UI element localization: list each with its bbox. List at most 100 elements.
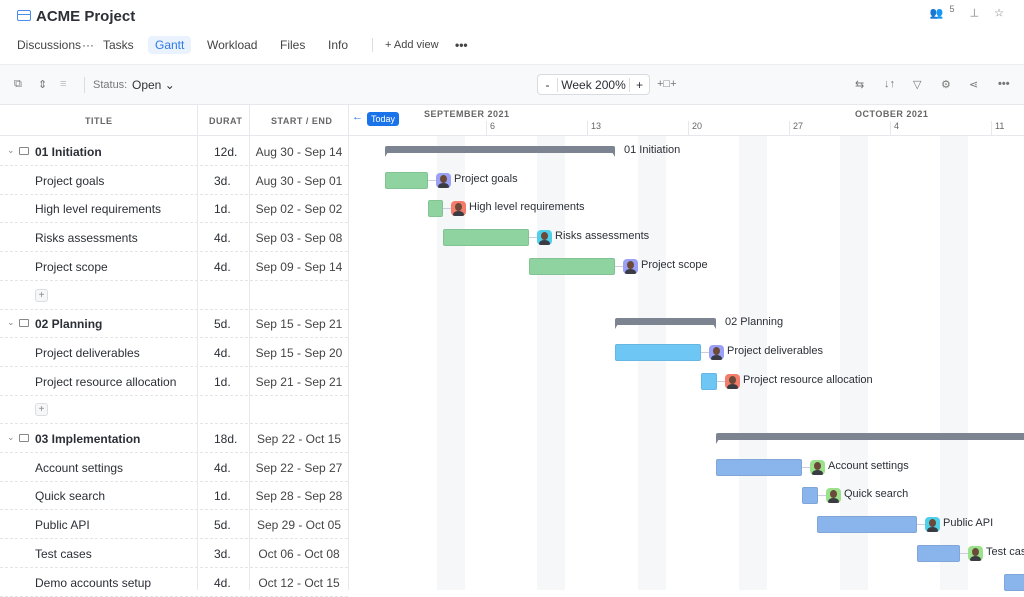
row-title[interactable]: Project deliverables bbox=[35, 345, 140, 360]
column-start-end[interactable]: START / END bbox=[271, 116, 333, 126]
table-row[interactable]: Risks assessments 4d. Sep 03 - Sep 08 bbox=[0, 223, 348, 253]
connector-line bbox=[917, 524, 925, 526]
row-duration: 3d. bbox=[214, 546, 231, 561]
day-tick: 13 bbox=[587, 121, 601, 136]
row-title[interactable]: Test cases bbox=[35, 546, 92, 561]
row-title[interactable]: 02 Planning bbox=[35, 317, 103, 332]
chevron-down-icon[interactable]: ⌄ bbox=[7, 317, 15, 328]
row-dates: Sep 22 - Oct 15 bbox=[256, 432, 342, 446]
task-bar[interactable] bbox=[529, 257, 615, 275]
tab-tasks[interactable]: Tasks bbox=[103, 38, 134, 52]
expand-icon[interactable]: ⧉ bbox=[14, 78, 22, 90]
more-menu-button[interactable]: ••• bbox=[455, 38, 468, 52]
weekend-stripe bbox=[940, 136, 968, 590]
today-button[interactable]: Today bbox=[367, 112, 400, 126]
tab-files[interactable]: Files bbox=[280, 38, 306, 52]
task-bar[interactable] bbox=[802, 487, 818, 505]
task-bar[interactable] bbox=[615, 343, 701, 361]
row-title[interactable]: High level requirements bbox=[35, 202, 162, 217]
row-title[interactable]: Project scope bbox=[35, 259, 108, 274]
zoom-in-button[interactable]: + bbox=[629, 77, 649, 92]
pin-icon[interactable]: ⊥ bbox=[969, 7, 986, 20]
add-row[interactable]: + bbox=[0, 395, 348, 425]
summary-bar[interactable] bbox=[716, 433, 1024, 444]
task-bar[interactable] bbox=[917, 544, 960, 562]
folder-icon bbox=[19, 434, 29, 442]
add-task-button[interactable]: + bbox=[35, 288, 48, 302]
table-row[interactable]: Public API 5d. Sep 29 - Oct 05 bbox=[0, 510, 348, 540]
sort-icon[interactable]: ↓↑ bbox=[884, 78, 895, 90]
group-row[interactable]: ⌄ 01 Initiation 12d. Aug 30 - Sep 14 bbox=[0, 137, 348, 166]
table-row[interactable]: Project deliverables 4d. Sep 15 - Sep 20 bbox=[0, 338, 348, 367]
tab-discussions[interactable]: Discussions bbox=[17, 38, 82, 52]
task-label: Project deliverables bbox=[727, 344, 823, 357]
table-row[interactable]: Test cases 3d. Oct 06 - Oct 08 bbox=[0, 539, 348, 568]
task-bar[interactable] bbox=[716, 458, 802, 476]
folder-icon bbox=[19, 147, 29, 155]
column-duration[interactable]: DURAT bbox=[209, 116, 243, 126]
row-title[interactable]: Risks assessments bbox=[35, 231, 138, 246]
chevron-down-icon[interactable]: ⌄ bbox=[7, 432, 15, 442]
table-row[interactable]: Project scope 4d. Sep 09 - Sep 14 bbox=[0, 252, 348, 281]
task-bar[interactable] bbox=[817, 516, 917, 534]
row-title[interactable]: Quick search bbox=[35, 489, 106, 504]
tab-gantt[interactable]: Gantt bbox=[148, 36, 192, 54]
zoom-level[interactable]: Week 200% bbox=[561, 77, 626, 92]
row-dates: Oct 12 - Oct 15 bbox=[258, 575, 340, 590]
share-icon[interactable]: ⋖ bbox=[969, 79, 979, 91]
row-title[interactable]: Demo accounts setup bbox=[35, 575, 152, 590]
gear-icon[interactable]: ⚙ bbox=[941, 79, 951, 91]
row-duration: 1d. bbox=[214, 374, 231, 389]
filter-icon[interactable]: ▽ bbox=[913, 79, 922, 91]
add-view-button[interactable]: + Add view bbox=[385, 39, 439, 51]
arrow-left-icon[interactable]: ← bbox=[352, 111, 363, 123]
discussions-more-icon[interactable]: ··· bbox=[82, 38, 94, 52]
chevron-down-icon[interactable]: ⌄ bbox=[7, 145, 15, 155]
column-title[interactable]: TITLE bbox=[85, 116, 113, 126]
more-options-icon[interactable]: ••• bbox=[998, 78, 1010, 90]
row-title[interactable]: Account settings bbox=[35, 460, 124, 475]
collapse-rows-icon[interactable]: ⇕ bbox=[38, 79, 48, 91]
task-bar[interactable] bbox=[385, 171, 428, 189]
summary-bar[interactable] bbox=[615, 318, 716, 330]
task-bar[interactable] bbox=[428, 200, 443, 218]
group-row[interactable]: ⌄ 02 Planning 5d. Sep 15 - Sep 21 bbox=[0, 309, 348, 339]
avatar bbox=[451, 201, 466, 217]
zoom-out-button[interactable]: - bbox=[538, 77, 558, 92]
table-row[interactable]: Project goals 3d. Aug 30 - Sep 01 bbox=[0, 166, 348, 195]
task-bar[interactable] bbox=[1004, 573, 1024, 591]
tab-workload[interactable]: Workload bbox=[207, 38, 258, 52]
weekend-stripe bbox=[840, 136, 868, 590]
task-bar[interactable] bbox=[701, 372, 717, 390]
fit-icon[interactable]: +□+ bbox=[657, 78, 677, 90]
members-icon[interactable]: 👥 bbox=[929, 7, 950, 20]
row-title[interactable]: 01 Initiation bbox=[35, 145, 102, 159]
row-dates: Sep 03 - Sep 08 bbox=[255, 231, 343, 246]
day-tick: 4 bbox=[890, 121, 899, 136]
star-icon[interactable]: ☆ bbox=[994, 7, 1010, 20]
status-dropdown[interactable]: Open ⌄ bbox=[132, 78, 175, 92]
row-title[interactable]: Project goals bbox=[35, 173, 105, 188]
task-bar[interactable] bbox=[443, 229, 529, 247]
table-row[interactable]: Account settings 4d. Sep 22 - Sep 27 bbox=[0, 453, 348, 482]
filter-rows-icon[interactable]: ≡ bbox=[60, 78, 67, 90]
task-label: Project resource allocation bbox=[743, 373, 873, 386]
add-task-button[interactable]: + bbox=[35, 403, 48, 417]
tab-info[interactable]: Info bbox=[328, 38, 349, 52]
table-row[interactable]: High level requirements 1d. Sep 02 - Sep 0… bbox=[0, 194, 348, 224]
swap-icon[interactable]: ⇆ bbox=[855, 79, 865, 91]
project-title: ACME Project bbox=[36, 8, 136, 25]
row-dates: Aug 30 - Sep 01 bbox=[255, 173, 343, 188]
folder-icon bbox=[19, 319, 29, 328]
table-row[interactable]: Project resource allocation 1d. Sep 21 - S… bbox=[0, 367, 348, 396]
table-row[interactable]: Quick search 1d. Sep 28 - Sep 28 bbox=[0, 481, 348, 511]
row-title[interactable]: Public API bbox=[35, 518, 90, 533]
table-row[interactable]: Demo accounts setup 4d. Oct 12 - Oct 15 bbox=[0, 568, 348, 597]
avatar bbox=[968, 545, 983, 561]
summary-bar[interactable] bbox=[385, 146, 615, 157]
group-row[interactable]: ⌄ 03 Implementation 18d. Sep 22 - Oct 15 bbox=[0, 424, 348, 453]
add-row[interactable]: + bbox=[0, 281, 348, 310]
day-tick: 20 bbox=[688, 121, 702, 136]
row-title[interactable]: 03 Implementation bbox=[35, 432, 141, 446]
row-title[interactable]: Project resource allocation bbox=[35, 374, 177, 389]
